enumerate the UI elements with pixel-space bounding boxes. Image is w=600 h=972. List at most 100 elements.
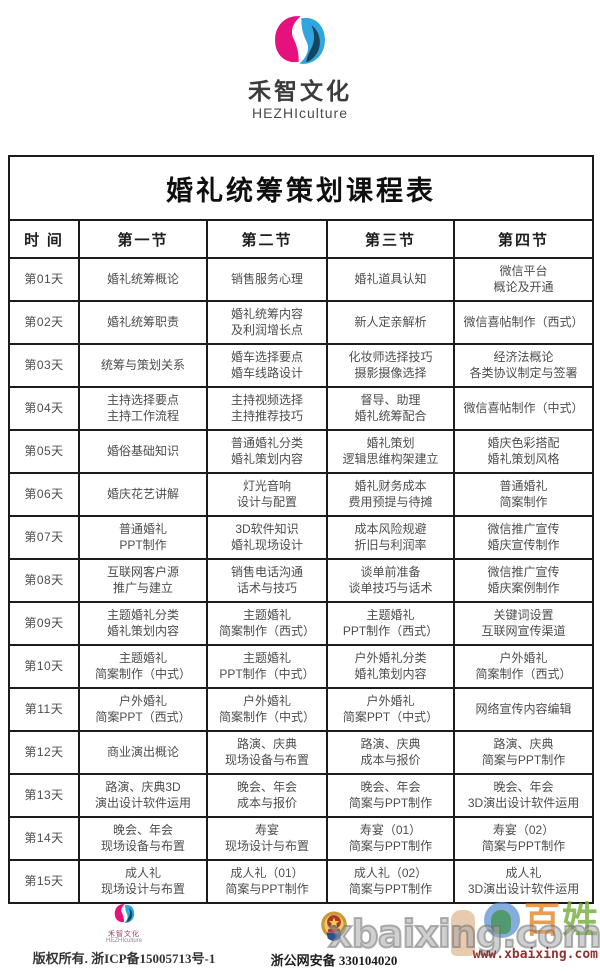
course-cell: 商业演出概论	[78, 730, 208, 775]
course-cell: 督导、助理 婚礼统筹配合	[326, 386, 455, 431]
watermark-char-xing: 姓	[562, 899, 599, 940]
day-cell: 第06天	[8, 472, 80, 517]
col-header-period2: 第二节	[206, 219, 328, 259]
footer-hezhi-logo-icon	[25, 901, 223, 931]
course-cell: 微信喜帖制作（中式）	[452, 386, 595, 431]
course-cell: 路演、庆典3D 演出设计软件运用	[78, 773, 208, 818]
course-cell: 微信推广宣传 婚庆宣传制作	[452, 515, 595, 560]
hezhi-logo-icon	[268, 8, 332, 72]
course-cell: 微信喜帖制作（西式）	[452, 300, 595, 345]
course-cell: 主题婚礼 简案制作（中式）	[78, 644, 208, 689]
icp-license-text: 版权所有. 浙ICP备15005713号-1	[32, 950, 216, 966]
course-cell: 主题婚礼 PPT制作（中式）	[206, 644, 328, 689]
brand-subtitle: HEZHIculture	[251, 105, 349, 122]
course-cell: 销售电话沟通 话术与技巧	[206, 558, 328, 603]
course-cell: 婚庆色彩搭配 婚礼策划风格	[452, 429, 595, 474]
course-cell: 主持视频选择 主持推荐技巧	[206, 386, 328, 431]
table-row: 第12天 商业演出概论 路演、庆典 现场设备与布置 路演、庆典 成本与报价 路演、庆典 简案与…	[8, 730, 595, 775]
police-badge-icon	[248, 911, 420, 949]
course-cell: 普通婚礼 简案制作	[452, 472, 595, 517]
day-cell: 第11天	[8, 687, 80, 732]
course-cell: 路演、庆典 成本与报价	[326, 730, 455, 775]
day-cell: 第01天	[8, 257, 80, 302]
watermark-mascot-flower-center	[491, 910, 511, 934]
course-cell: 成人礼（01） 简案与PPT制作	[206, 859, 328, 904]
police-registration-text: 浙公网安备 330104020	[270, 953, 398, 968]
course-cell: 晚会、年会 简案与PPT制作	[326, 773, 455, 818]
table-row: 第15天 成人礼 现场设计与布置 成人礼（01） 简案与PPT制作 成人礼（02） 简案与P…	[8, 859, 595, 904]
course-cell: 网络宣传内容编辑	[452, 687, 595, 732]
watermark-char-bai: 百	[524, 899, 561, 940]
course-cell: 户外婚礼 简案PPT（中式）	[326, 687, 455, 732]
course-cell: 主题婚礼分类 婚礼策划内容	[78, 601, 208, 646]
day-cell: 第15天	[8, 859, 80, 904]
day-cell: 第04天	[8, 386, 80, 431]
day-cell: 第08天	[8, 558, 80, 603]
footer-police-block: 浙公网安备 330104020	[248, 911, 420, 969]
table-row: 第04天 主持选择要点 主持工作流程 主持视频选择 主持推荐技巧 督导、助理 婚礼统筹配合微…	[8, 386, 595, 431]
table-title: 婚礼统筹策划课程表	[7, 155, 595, 221]
course-table: 婚礼统筹策划课程表 时 间 第一节 第二节 第三节 第四节 第01天 婚礼统筹概论…	[7, 155, 595, 904]
table-row: 第08天 互联网客户源 推广与建立 销售电话沟通 话术与技巧 谈单前准备 谈单技巧与话术 微信…	[8, 558, 595, 603]
course-cell: 成人礼 3D演出设计软件运用	[452, 859, 595, 904]
course-cell: 户外婚礼 简案制作（西式）	[452, 644, 595, 689]
footer-copyright-block: 禾智文化 HEZHIculture 版权所有. 浙ICP备15005713号-1	[25, 901, 223, 967]
course-cell: 婚礼策划 逻辑思维构架建立	[326, 429, 455, 474]
course-cell: 户外婚礼分类 婚礼策划内容	[326, 644, 455, 689]
col-header-period4: 第四节	[452, 219, 595, 259]
course-cell: 灯光音响 设计与配置	[206, 472, 328, 517]
course-cell: 婚庆花艺讲解	[78, 472, 208, 517]
course-cell: 3D软件知识 婚礼现场设计	[206, 515, 328, 560]
table-row: 第11天 户外婚礼 简案PPT（西式） 户外婚礼 简案制作（中式） 户外婚礼 简案PPT（中…	[8, 687, 595, 732]
table-row: 第02天 婚礼统筹职责 婚礼统筹内容 及利润增长点 新人定亲解析 微信喜帖制作（西式）	[8, 300, 595, 345]
course-cell: 户外婚礼 简案制作（中式）	[206, 687, 328, 732]
course-cell: 成人礼（02） 简案与PPT制作	[326, 859, 455, 904]
course-cell: 晚会、年会 现场设备与布置	[78, 816, 208, 861]
course-cell: 新人定亲解析	[326, 300, 455, 345]
course-cell: 成人礼 现场设计与布置	[78, 859, 208, 904]
table-row: 第03天 统筹与策划关系 婚车选择要点 婚车线路设计 化妆师选择技巧 摄影摄像选择 经济法概…	[8, 343, 595, 388]
footer-brand-name: 禾智文化	[108, 931, 140, 938]
course-cell: 普通婚礼 PPT制作	[78, 515, 208, 560]
brand-name: 禾智文化	[248, 78, 352, 104]
course-cell: 晚会、年会 3D演出设计软件运用	[452, 773, 595, 818]
course-cell: 寿宴（02） 简案与PPT制作	[452, 816, 595, 861]
course-cell: 婚礼统筹职责	[78, 300, 208, 345]
course-cell: 关键词设置 互联网宣传渠道	[452, 601, 595, 646]
course-cell: 化妆师选择技巧 摄影摄像选择	[326, 343, 455, 388]
col-header-period1: 第一节	[78, 219, 208, 259]
day-cell: 第05天	[8, 429, 80, 474]
table-row: 第07天 普通婚礼 PPT制作 3D软件知识 婚礼现场设计 成本风险规避 折旧与利润率 微信推…	[8, 515, 595, 560]
course-cell: 成本风险规避 折旧与利润率	[326, 515, 455, 560]
day-cell: 第09天	[8, 601, 80, 646]
brand-header: 禾智文化 HEZHIculture	[0, 0, 600, 121]
course-cell: 主题婚礼 PPT制作（西式）	[326, 601, 455, 646]
course-cell: 互联网客户源 推广与建立	[78, 558, 208, 603]
day-cell: 第03天	[8, 343, 80, 388]
course-cell: 婚俗基础知识	[78, 429, 208, 474]
table-row: 第09天 主题婚礼分类 婚礼策划内容 主题婚礼 简案制作（西式） 主题婚礼 PPT制作（西式…	[8, 601, 595, 646]
course-table-body: 第01天 婚礼统筹概论 销售服务心理 婚礼道具认知 微信平台 概论及开通 第02天 婚礼统筹职…	[8, 257, 595, 904]
course-cell: 主持选择要点 主持工作流程	[78, 386, 208, 431]
col-header-time: 时 间	[8, 219, 80, 259]
course-cell: 寿宴 现场设计与布置	[206, 816, 328, 861]
course-cell: 婚礼财务成本 费用预提与待摊	[326, 472, 455, 517]
course-cell: 户外婚礼 简案PPT（西式）	[78, 687, 208, 732]
course-cell: 普通婚礼分类 婚礼策划内容	[206, 429, 328, 474]
course-cell: 婚礼道具认知	[326, 257, 455, 302]
table-header-row: 时 间 第一节 第二节 第三节 第四节	[8, 219, 595, 259]
course-cell: 晚会、年会 成本与报价	[206, 773, 328, 818]
course-cell: 微信推广宣传 婚庆案例制作	[452, 558, 595, 603]
day-cell: 第10天	[8, 644, 80, 689]
watermark-mascot-person	[451, 910, 475, 956]
table-row: 第05天 婚俗基础知识 普通婚礼分类 婚礼策划内容 婚礼策划 逻辑思维构架建立 婚庆色彩搭配…	[8, 429, 595, 474]
course-cell: 经济法概论 各类协议制定与签署	[452, 343, 595, 388]
table-row: 第13天 路演、庆典3D 演出设计软件运用 晚会、年会 成本与报价 晚会、年会 简案与PPT…	[8, 773, 595, 818]
course-cell: 婚车选择要点 婚车线路设计	[206, 343, 328, 388]
table-row: 第14天 晚会、年会 现场设备与布置 寿宴 现场设计与布置 寿宴（01） 简案与PPT制作寿…	[8, 816, 595, 861]
table-row: 第06天 婚庆花艺讲解 灯光音响 设计与配置 婚礼财务成本 费用预提与待摊 普通婚礼 简案制作	[8, 472, 595, 517]
watermark-url-text: www.xbaixing.com	[472, 947, 598, 962]
course-cell: 路演、庆典 简案与PPT制作	[452, 730, 595, 775]
watermark-mascot-flower	[484, 902, 520, 938]
day-cell: 第07天	[8, 515, 80, 560]
